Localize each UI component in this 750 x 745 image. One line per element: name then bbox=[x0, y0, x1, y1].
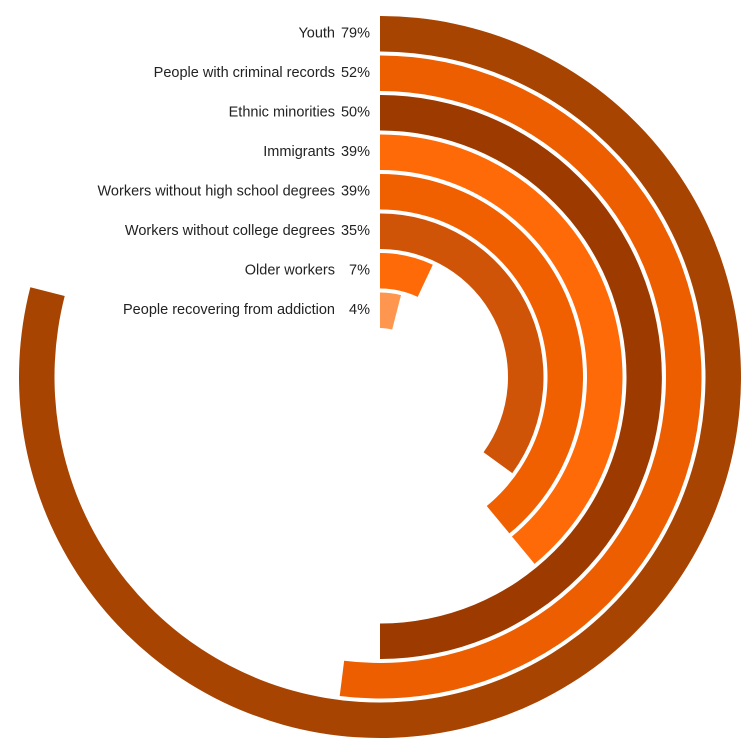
category-label: Workers without college degrees bbox=[125, 223, 335, 239]
value-label: 79% bbox=[341, 26, 370, 42]
category-label: Youth bbox=[298, 26, 335, 42]
value-label: 4% bbox=[349, 302, 370, 318]
category-label: Ethnic minorities bbox=[229, 105, 335, 121]
category-label: Workers without high school degrees bbox=[98, 184, 336, 200]
bar-people-recovering-from-addiction bbox=[380, 292, 402, 330]
labels-group: Youth 79% People with criminal records 52% E… bbox=[98, 26, 371, 319]
bar-ethnic-minorities bbox=[380, 95, 662, 659]
value-label: 50% bbox=[341, 105, 370, 121]
category-label: People recovering from addiction bbox=[123, 302, 335, 318]
bar-older-workers bbox=[380, 253, 433, 297]
value-label: 52% bbox=[341, 65, 370, 81]
bar-workers-without-college-degrees bbox=[380, 213, 544, 474]
value-label: 7% bbox=[349, 263, 370, 279]
value-label: 39% bbox=[341, 184, 370, 200]
bars-group bbox=[19, 16, 742, 738]
category-label: People with criminal records bbox=[154, 65, 335, 81]
value-label: 35% bbox=[341, 223, 370, 239]
bar-immigrants bbox=[380, 134, 623, 564]
bar-workers-without-high-school-degrees bbox=[380, 174, 583, 534]
category-label: Immigrants bbox=[263, 144, 335, 160]
value-label: 39% bbox=[341, 144, 370, 160]
category-label: Older workers bbox=[245, 263, 335, 279]
